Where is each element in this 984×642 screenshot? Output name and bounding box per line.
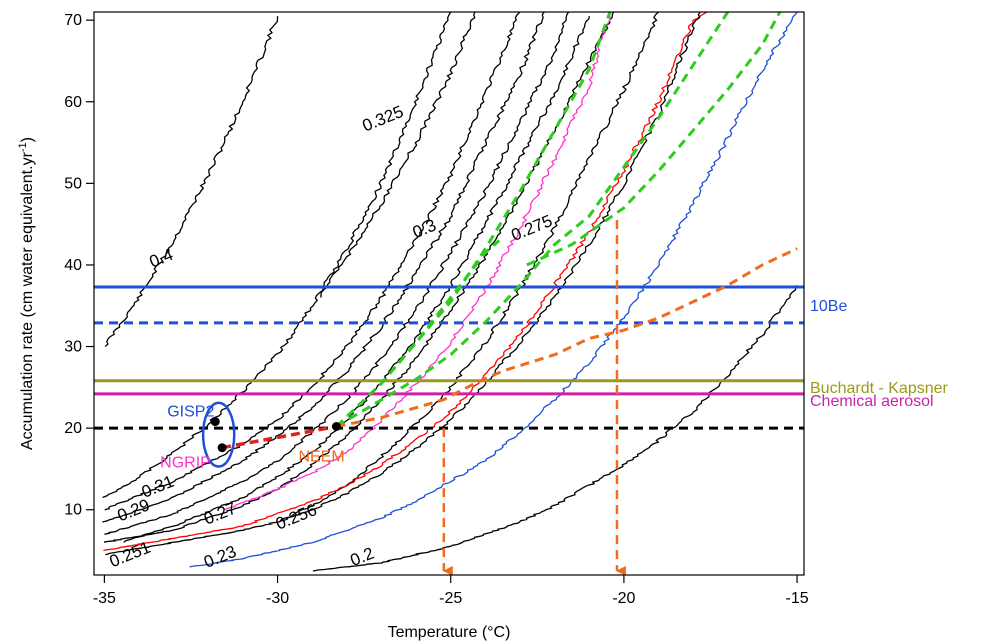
green-dashed-line [335,12,730,428]
y-tick-label: 20 [64,420,82,437]
orange-dashed-line [336,247,798,428]
contour-line [123,16,590,543]
contour-line [224,12,611,511]
x-tick-label: -20 [612,590,635,607]
x-tick-label: -15 [786,590,809,607]
reference-line-label: 10Be [810,298,847,315]
contour-label: 0.23 [201,542,239,572]
y-axis-title: Accumulation rate (cm water equivalent.y… [17,137,36,450]
contour-label: 0.3 [410,216,439,242]
site-label: GISP2 [167,404,214,421]
contour-line [278,12,659,523]
contour-label: 0.29 [115,495,153,525]
contour-label: 0.251 [107,538,154,572]
contour-line [104,12,521,511]
site-label: NGRIP [160,455,211,472]
green-dashed-line [335,239,501,428]
contour-line [320,12,476,298]
green-dashed-line [526,12,782,267]
green-dashed-line [397,12,612,364]
contour-line [104,12,570,535]
y-axis-title-close: ) [19,137,36,142]
y-tick-label: 70 [64,12,82,29]
contour-line [103,12,615,543]
y-tick-label: 50 [64,175,82,192]
y-tick-label: 30 [64,339,82,356]
contour-label: 0.325 [360,102,407,136]
contour-label: 0.256 [273,500,320,534]
contour-line [103,12,708,552]
x-tick-label: -25 [439,590,462,607]
reference-line-label: Chemical aerosol [810,393,934,410]
contour-label: 0.27 [201,499,239,529]
x-tick-label: -35 [93,590,116,607]
x-tick-label: -30 [266,590,289,607]
contour-label: 0.4 [147,245,176,271]
contour-line [312,285,798,572]
reference-line-label: Buchardt - Kapsner [810,380,949,397]
y-tick-label: 60 [64,94,82,111]
contour-line [104,16,279,347]
y-axis-title-superscript: -1 [17,142,29,152]
y-tick-label: 40 [64,257,82,274]
plot-area [94,12,804,575]
x-axis-title: Temperature (°C) [388,624,511,641]
site-marker [331,421,341,431]
plot-frame [93,11,805,576]
y-axis-title-main: Accumulation rate (cm water equivalent.y… [19,151,36,450]
y-tick-label: 10 [64,502,82,519]
site-marker [217,443,227,453]
red-dashed-line [221,424,337,450]
contour-line [189,12,798,568]
site-label: NEEM [298,448,344,465]
site-marker [210,417,220,427]
site-ellipse [201,401,236,468]
